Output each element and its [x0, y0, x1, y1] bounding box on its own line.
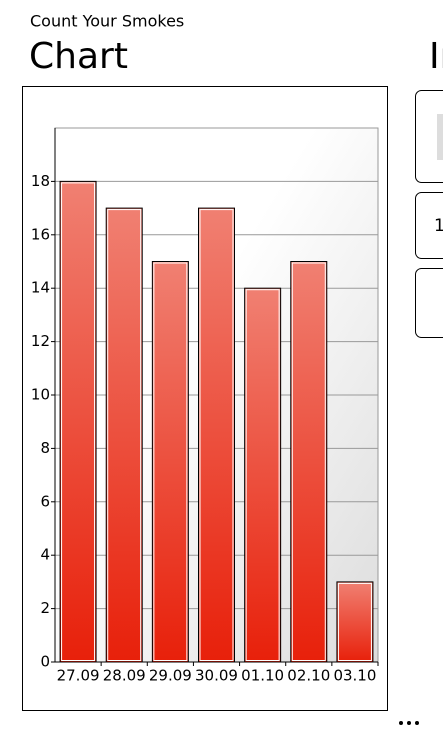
dot: [399, 721, 403, 725]
y-tick-label: 2: [40, 599, 50, 617]
bar-highlight: [61, 182, 96, 661]
y-tick-label: 0: [40, 653, 50, 671]
y-tick-label: 16: [31, 225, 50, 243]
y-tick-label: 8: [40, 439, 50, 457]
bar: [59, 180, 97, 663]
chart: 0 2 4 6 8 10 12 14 16 18 27.09 28.09 29.09 30.09 01.10…: [31, 128, 379, 685]
x-tick-label: 01.10: [241, 667, 284, 685]
bar: [290, 261, 328, 663]
y-tick-label: 10: [31, 386, 50, 404]
app-title: Count Your Smokes: [30, 12, 184, 31]
dot: [407, 721, 411, 725]
y-tick-label: 14: [31, 279, 50, 297]
x-tick-label: 28.09: [103, 667, 146, 685]
x-tick-label: 27.09: [57, 667, 100, 685]
x-tick-label: 29.09: [149, 667, 192, 685]
panel[interactable]: [415, 192, 443, 259]
bar: [198, 207, 235, 663]
panel-image: [437, 114, 443, 160]
bar-highlight: [107, 209, 142, 661]
bar: [244, 287, 282, 663]
y-tick-label: 18: [31, 172, 50, 190]
dot: [415, 721, 419, 725]
x-tick-label: 30.09: [195, 667, 238, 685]
bar-highlight: [153, 262, 188, 661]
y-tick-label: 12: [31, 332, 50, 350]
panel[interactable]: [415, 90, 443, 183]
app-bar-ellipsis[interactable]: [399, 721, 419, 725]
bar: [336, 581, 374, 663]
bar: [105, 207, 143, 663]
panel-value: 1: [434, 216, 443, 236]
x-tick-label: 03.10: [333, 667, 376, 685]
bar-highlight: [245, 289, 280, 661]
y-tick-label: 4: [40, 546, 50, 564]
bar-highlight: [337, 582, 372, 662]
pivot-header-next[interactable]: In: [429, 36, 443, 77]
chart-frame: [22, 86, 388, 711]
bar-highlight: [291, 262, 326, 661]
bar: [151, 261, 189, 663]
y-tick-label: 6: [40, 492, 50, 510]
x-tick-label: 02.10: [287, 667, 330, 685]
bar-highlight: [199, 209, 234, 661]
panel[interactable]: [415, 268, 443, 338]
pivot-header[interactable]: Chart: [29, 36, 128, 77]
